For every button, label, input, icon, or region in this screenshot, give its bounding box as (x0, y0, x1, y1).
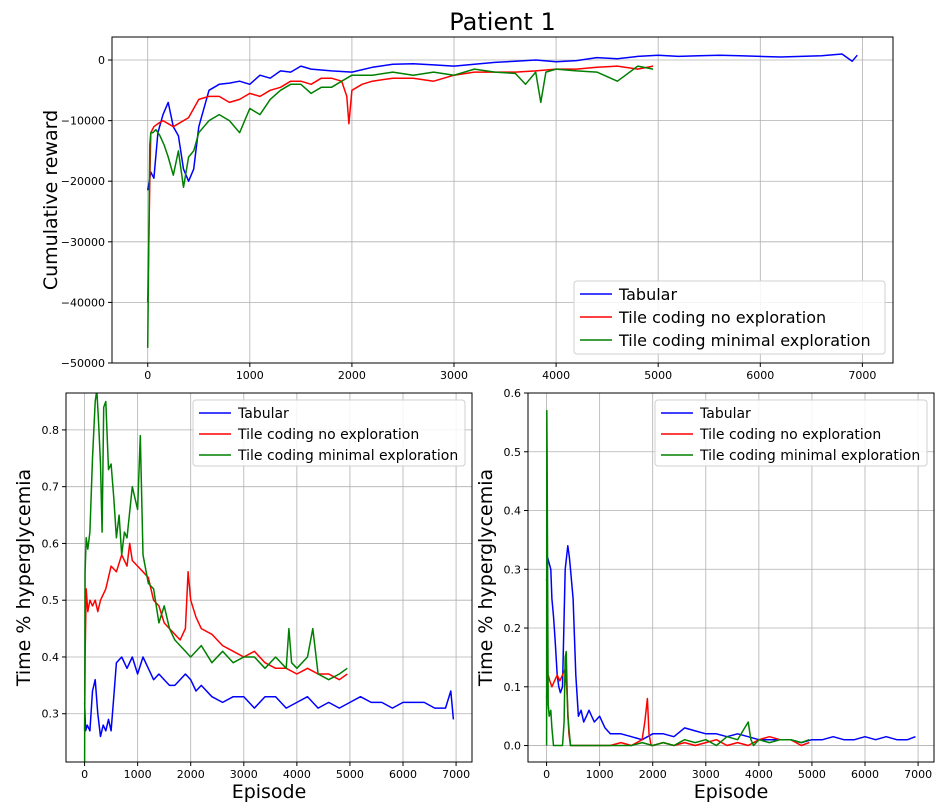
y-tick-label: −40000 (61, 296, 105, 309)
legend-label-0: Tabular (699, 406, 751, 422)
y-tick-label: −20000 (61, 175, 105, 188)
x-tick-label: 2000 (177, 768, 205, 781)
x-tick-label: 6000 (746, 369, 774, 382)
legend-box (573, 280, 886, 355)
legend-label-1: Tile coding no exploration (237, 427, 419, 443)
y-tick-label: 0.8 (42, 424, 60, 437)
y-tick-label: 0.3 (504, 563, 522, 576)
x-tick-label: 3000 (440, 369, 468, 382)
y-tick-label: 0.2 (504, 622, 522, 635)
series-line-1 (83, 542, 348, 731)
series-line-2 (83, 393, 348, 762)
y-tick-label: 0.7 (42, 481, 60, 494)
x-tick-label: 4000 (283, 768, 311, 781)
x-tick-label: 1000 (236, 369, 264, 382)
x-tick-label: 7000 (904, 768, 932, 781)
x-tick-label: 0 (81, 768, 88, 781)
y-tick-label: 0.3 (42, 708, 60, 721)
y-tick-label: 0.0 (504, 740, 522, 753)
x-tick-label: 2000 (639, 768, 667, 781)
series-line-1 (146, 65, 654, 303)
x-tick-label: 6000 (389, 768, 417, 781)
x-tick-label: 3000 (230, 768, 258, 781)
y-tick-label: 0.6 (42, 537, 60, 550)
x-axis-label: Episode (232, 781, 307, 802)
series-line-0 (545, 545, 916, 744)
chart-title: Patient 1 (449, 8, 555, 36)
x-tick-label: 7000 (848, 369, 876, 382)
y-tick-label: 0.5 (504, 446, 522, 459)
x-tick-label: 4000 (745, 768, 773, 781)
y-tick-label: 0.6 (504, 387, 522, 400)
y-tick-label: 0.5 (42, 594, 60, 607)
legend-label-2: Tile coding minimal exploration (699, 448, 920, 464)
y-axis-label: Cumulative reward (40, 110, 62, 290)
plot-frame (111, 36, 894, 364)
plot-frame (65, 392, 473, 763)
x-tick-label: 1000 (586, 768, 614, 781)
x-tick-label: 2000 (338, 369, 366, 382)
y-tick-label: −30000 (61, 236, 105, 249)
series-line-0 (83, 656, 455, 738)
x-tick-label: 0 (543, 768, 550, 781)
x-tick-label: 1000 (124, 768, 152, 781)
legend-box (654, 399, 928, 467)
y-tick-label: 0.4 (504, 505, 522, 518)
legend-label-1: Tile coding no exploration (618, 308, 826, 327)
y-tick-label: −10000 (61, 115, 105, 128)
series-line-1 (545, 668, 810, 747)
y-tick-label: −50000 (61, 357, 105, 370)
y-tick-label: 0.1 (504, 681, 522, 694)
x-tick-label: 4000 (542, 369, 570, 382)
x-tick-label: 6000 (851, 768, 879, 781)
x-tick-label: 7000 (442, 768, 470, 781)
x-axis-label: Episode (694, 781, 769, 802)
y-tick-label: 0.4 (42, 651, 60, 664)
x-tick-label: 3000 (692, 768, 720, 781)
series-line-0 (146, 53, 858, 191)
series-line-2 (146, 65, 654, 348)
legend-label-0: Tabular (237, 406, 289, 422)
legend-box (192, 399, 466, 467)
y-axis-label: Time % hyperglycemia (13, 469, 35, 687)
series-line-2 (545, 409, 810, 747)
y-axis-label: Time % hyperglycemia (475, 469, 497, 687)
plot-frame (527, 392, 935, 763)
legend-label-2: Tile coding minimal exploration (237, 448, 458, 464)
legend-label-0: Tabular (618, 285, 677, 304)
y-tick-label: 0 (98, 54, 105, 67)
x-tick-label: 0 (144, 369, 151, 382)
x-tick-label: 5000 (336, 768, 364, 781)
x-tick-label: 5000 (798, 768, 826, 781)
x-tick-label: 5000 (644, 369, 672, 382)
legend-label-1: Tile coding no exploration (699, 427, 881, 443)
legend-label-2: Tile coding minimal exploration (618, 331, 871, 350)
